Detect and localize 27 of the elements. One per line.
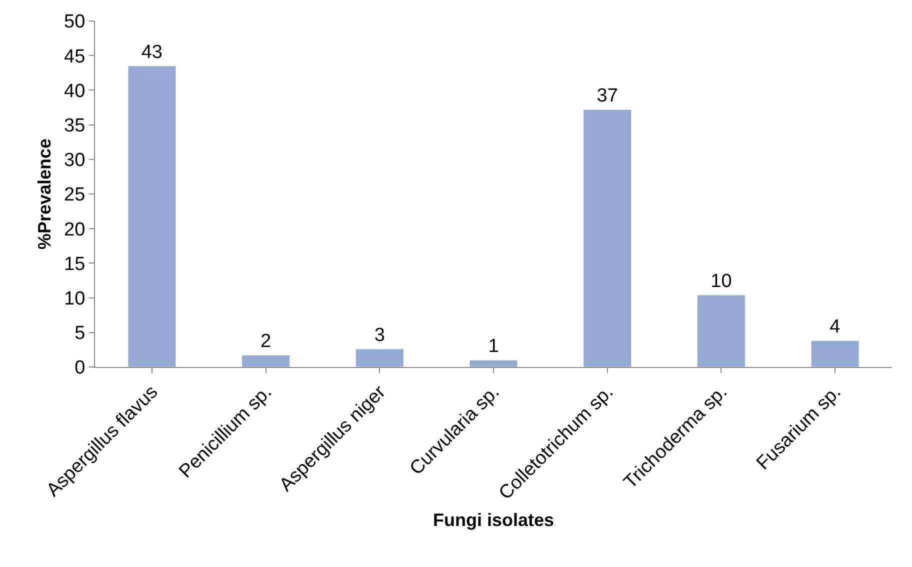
bar (242, 354, 290, 367)
bar (697, 294, 746, 367)
bar (469, 360, 518, 367)
data-label: 43 (141, 42, 162, 63)
y-axis-title: %Prevalence (34, 138, 54, 250)
x-axis-title: Fungi isolates (432, 510, 554, 530)
y-tick-label: 30 (64, 150, 86, 172)
data-label: 3 (374, 325, 385, 346)
y-tick-label: 5 (74, 323, 86, 344)
data-label: 4 (830, 316, 841, 338)
data-label: 10 (710, 271, 732, 292)
y-tick-label: 10 (64, 288, 86, 310)
bar (128, 66, 176, 367)
y-tick-label: 25 (64, 184, 86, 206)
y-tick-label: 45 (64, 46, 86, 68)
data-label: 2 (260, 331, 272, 352)
y-tick-label: 0 (74, 358, 86, 379)
y-tick-label: 50 (64, 12, 86, 33)
y-tick-label: 40 (64, 80, 86, 102)
y-tick-label: 20 (64, 219, 86, 240)
bar (355, 348, 404, 367)
bar (810, 340, 860, 367)
bar (583, 109, 632, 367)
data-label: 1 (488, 336, 499, 358)
y-tick-label: 15 (64, 254, 86, 275)
data-label: 37 (596, 86, 618, 107)
y-tick-label: 35 (64, 115, 86, 136)
